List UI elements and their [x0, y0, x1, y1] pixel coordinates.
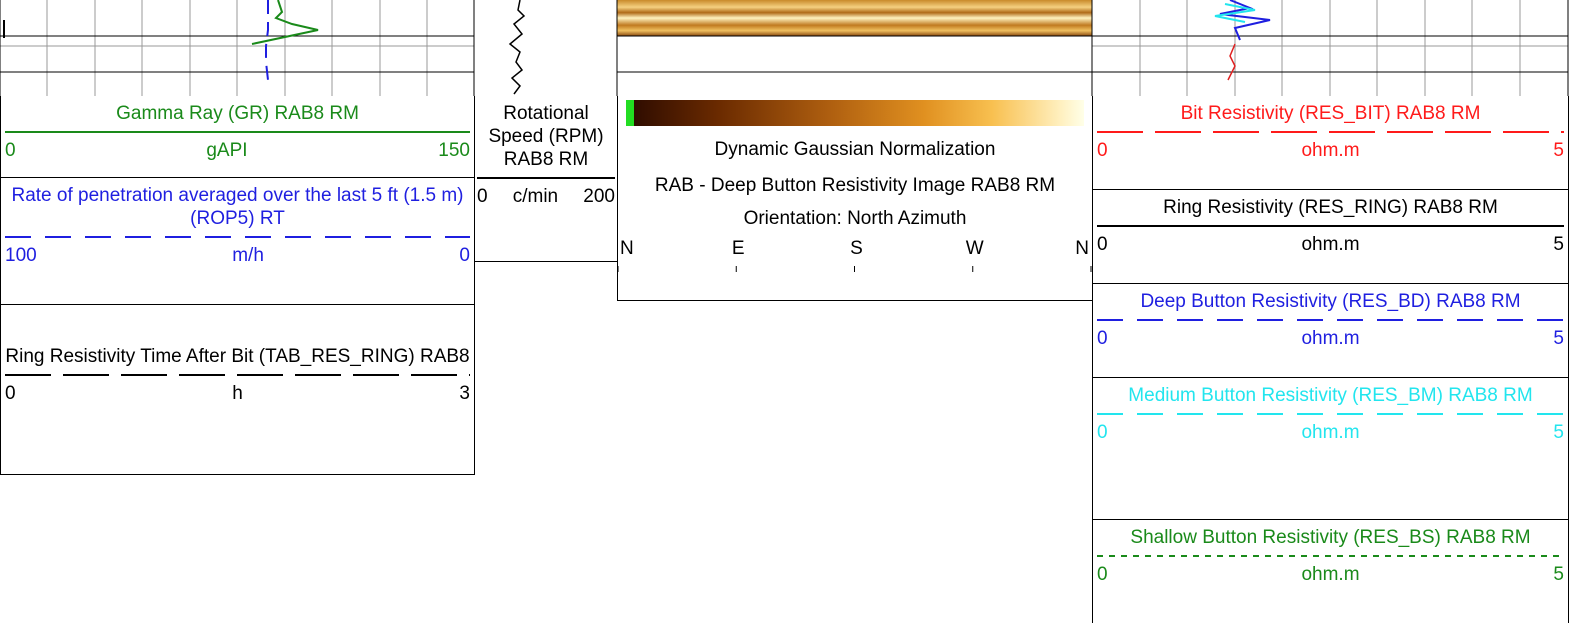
scale-unit: ohm.m [1301, 564, 1360, 585]
scale-min: 0 [1097, 422, 1108, 443]
res-curve [1227, 43, 1236, 81]
scale-max: 3 [459, 383, 470, 404]
curve-line-style [1097, 225, 1564, 227]
curve-name: Ring Resistivity Time After Bit (TAB_RES… [5, 346, 470, 367]
scale: 0 ohm.m 5 [1097, 327, 1564, 351]
curve-line-style [1097, 555, 1564, 557]
scale-unit: m/h [232, 245, 264, 266]
scale-min: 0 [1097, 328, 1108, 349]
curve-line-style [1097, 319, 1564, 321]
curve-line-style [5, 236, 470, 238]
gr-curve [251, 0, 319, 45]
track-header: Gamma Ray (GR) RAB8 RM 0 gAPI 150 Rate of pe… [0, 96, 475, 475]
curve-line-style [477, 177, 615, 179]
scale-max: 5 [1553, 234, 1564, 255]
scale-max: 5 [1553, 564, 1564, 585]
scale-max: 0 [459, 245, 470, 266]
curve-header: Rate of penetration averaged over the la… [1, 178, 474, 305]
scale-unit: ohm.m [1301, 328, 1360, 349]
scale-min: 0 [477, 186, 488, 207]
res-curve [1214, 3, 1256, 23]
azimuth-label: E [732, 238, 745, 259]
curve-line-style [1097, 131, 1564, 133]
scale: 0 ohm.m 5 [1097, 421, 1564, 445]
azimuth-label: N [1075, 238, 1089, 259]
scale-min: 0 [1097, 234, 1108, 255]
scale: 0 ohm.m 5 [1097, 563, 1564, 587]
rop-curve [265, 0, 269, 81]
curve-name: Rotational Speed (RPM) RAB8 RM [488, 103, 604, 170]
curve-header: Medium Button Resistivity (RES_BM) RAB8 … [1093, 378, 1568, 520]
curve-line-style [5, 374, 470, 376]
orientation: Orientation: North Azimuth [743, 208, 967, 229]
curve-name: Gamma Ray (GR) RAB8 RM [116, 103, 359, 124]
scale-min: 100 [5, 245, 37, 266]
scale-unit: ohm.m [1301, 140, 1360, 161]
azimuth-label: W [966, 238, 984, 259]
scale-min: 0 [1097, 564, 1108, 585]
curve-header: Gamma Ray (GR) RAB8 RM 0 gAPI 150 [1, 96, 474, 178]
track-header: Bit Resistivity (RES_BIT) RAB8 RM 0 ohm.m 5… [1092, 96, 1569, 623]
color-bar [626, 100, 1084, 126]
scale: 0 c/min 200 [477, 185, 615, 209]
scale: 100 m/h 0 [5, 244, 470, 268]
scale-min: 0 [5, 140, 16, 161]
curve-name: Shallow Button Resistivity (RES_BS) RAB8… [1130, 527, 1531, 548]
curve-line-style [1097, 413, 1564, 415]
scale: 0 h 3 [5, 382, 470, 406]
curve-header: Ring Resistivity (RES_RING) RAB8 RM 0 ohm.… [1093, 190, 1568, 284]
image-strip [617, 0, 1092, 36]
scale-max: 200 [583, 186, 615, 207]
scale-unit: ohm.m [1301, 422, 1360, 443]
image-header: Dynamic Gaussian Normalization RAB - Dee… [617, 96, 1093, 301]
azimuth-label: N [620, 238, 634, 259]
scale-max: 5 [1553, 140, 1564, 161]
scale-max: 5 [1553, 422, 1564, 443]
scale-min: 0 [5, 383, 16, 404]
scale-unit: h [232, 383, 243, 404]
image-name: RAB - Deep Button Resistivity Image RAB8… [654, 175, 1056, 196]
rpm-curve [508, 0, 526, 95]
curve-header: Bit Resistivity (RES_BIT) RAB8 RM 0 ohm.m 5 [1093, 96, 1568, 190]
curve-header: Ring Resistivity Time After Bit (TAB_RES… [1, 305, 474, 475]
curve-name: Deep Button Resistivity (RES_BD) RAB8 RM [1140, 291, 1521, 312]
scale-max: 150 [438, 140, 470, 161]
normalization: Dynamic Gaussian Normalization [714, 139, 996, 160]
scale: 0 gAPI 150 [5, 139, 470, 163]
curve-header: Deep Button Resistivity (RES_BD) RAB8 RM… [1093, 284, 1568, 378]
azimuth-label: S [850, 238, 863, 259]
curve-name: Bit Resistivity (RES_BIT) RAB8 RM [1180, 103, 1481, 124]
scale: 0 ohm.m 5 [1097, 233, 1564, 257]
scale-unit: c/min [512, 186, 559, 207]
curve-line-style [5, 131, 470, 133]
curve-header: Rotational Speed (RPM) RAB8 RM 0 c/min 200 [475, 96, 617, 262]
res-curve [1219, 0, 1271, 41]
scale: 0 ohm.m 5 [1097, 139, 1564, 163]
curve-name: Medium Button Resistivity (RES_BM) RAB8 … [1128, 385, 1533, 406]
curve-header: Shallow Button Resistivity (RES_BS) RAB8… [1093, 520, 1568, 614]
scale-max: 5 [1553, 328, 1564, 349]
curve-name: Ring Resistivity (RES_RING) RAB8 RM [1163, 197, 1498, 218]
scale-unit: ohm.m [1301, 234, 1360, 255]
scale-unit: gAPI [206, 140, 248, 161]
scale-min: 0 [1097, 140, 1108, 161]
curve-name: Rate of penetration averaged over the la… [11, 185, 464, 229]
track-header: Rotational Speed (RPM) RAB8 RM 0 c/min 200 [474, 96, 618, 262]
log-tracks [0, 0, 1569, 96]
